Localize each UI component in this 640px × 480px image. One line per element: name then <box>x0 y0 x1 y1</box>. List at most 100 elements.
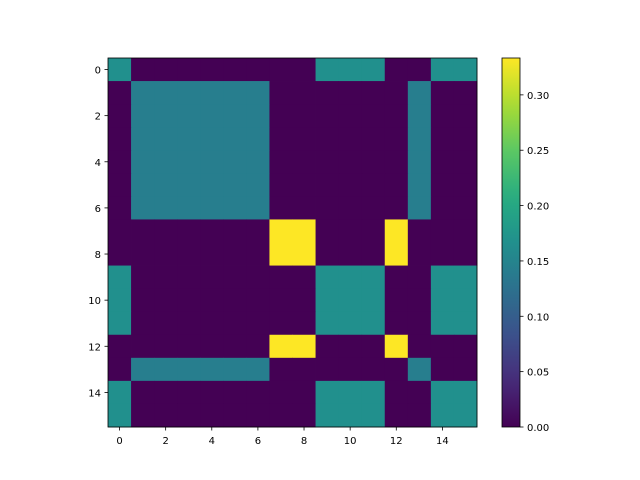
heatmap-cell <box>292 334 316 359</box>
heatmap-cell <box>269 288 293 313</box>
heatmap-cell <box>453 380 478 405</box>
heatmap-cell <box>200 403 224 428</box>
heatmap-cell <box>154 380 178 405</box>
heatmap-cell <box>361 288 386 313</box>
heatmap-cell <box>223 403 247 428</box>
heatmap-cell <box>384 334 409 359</box>
x-tick-label: 12 <box>390 436 403 447</box>
heatmap-cell <box>177 288 201 313</box>
heatmap-cell <box>453 81 478 105</box>
heatmap-cell <box>200 288 224 313</box>
heatmap-cell <box>384 196 409 220</box>
heatmap-cell <box>246 127 270 151</box>
heatmap-cell <box>453 219 478 243</box>
heatmap-cell <box>453 311 478 336</box>
colorbar-tick-label: 0.25 <box>527 146 549 157</box>
heatmap-cell <box>177 173 201 197</box>
heatmap-cell <box>453 104 478 128</box>
heatmap-cell <box>407 242 432 266</box>
heatmap-cell <box>246 219 270 243</box>
heatmap-cell <box>361 81 386 105</box>
heatmap-cell <box>246 288 270 313</box>
heatmap-cell <box>361 196 386 220</box>
heatmap-cell <box>246 104 270 128</box>
heatmap-cell <box>200 81 224 105</box>
heatmap-cell <box>131 334 155 359</box>
heatmap-cell <box>246 334 270 359</box>
colorbar-tick-label: 0.00 <box>527 423 549 434</box>
colorbar-frame <box>501 57 521 428</box>
heatmap-cell <box>338 104 363 128</box>
heatmap-cell <box>269 311 293 336</box>
heatmap-cell <box>154 311 178 336</box>
heatmap-cell <box>131 265 155 290</box>
heatmap-cell <box>292 403 316 428</box>
heatmap-cell <box>246 380 270 405</box>
heatmap-cell <box>269 380 293 405</box>
heatmap-cell <box>430 173 455 197</box>
heatmap-cell <box>430 196 455 220</box>
heatmap-cell <box>361 311 386 336</box>
heatmap-cell <box>338 288 363 313</box>
heatmap-cell <box>246 265 270 290</box>
heatmap-cell <box>154 288 178 313</box>
heatmap-cell <box>269 403 293 428</box>
heatmap-cell <box>131 219 155 243</box>
heatmap-cell <box>269 127 293 151</box>
heatmap-cell <box>200 196 224 220</box>
heatmap-cell <box>177 219 201 243</box>
heatmap-cell <box>384 173 409 197</box>
colorbar-tick-label: 0.15 <box>527 257 549 268</box>
heatmap-cell <box>384 242 409 266</box>
heatmap-cell <box>338 219 363 243</box>
heatmap-cell <box>269 357 293 382</box>
heatmap-cell <box>453 127 478 151</box>
heatmap-cell <box>338 380 363 405</box>
heatmap-cell <box>108 81 132 105</box>
heatmap-cell <box>108 288 132 313</box>
heatmap-cell <box>407 127 432 151</box>
y-tick-label: 8 <box>95 250 101 261</box>
heatmap-cell <box>246 81 270 105</box>
heatmap-cell <box>315 219 340 243</box>
heatmap-cell <box>453 334 478 359</box>
heatmap-cell <box>315 311 340 336</box>
heatmap-cell <box>384 357 409 382</box>
x-tick-label: 0 <box>116 436 122 447</box>
heatmap-cell <box>338 334 363 359</box>
heatmap-cell <box>200 380 224 405</box>
heatmap-cell <box>384 150 409 174</box>
colorbar-tick-label: 0.20 <box>527 202 549 213</box>
heatmap-cell <box>384 311 409 336</box>
heatmap-cell <box>384 127 409 151</box>
heatmap-cell <box>338 403 363 428</box>
y-axis: 0 2 4 6 8 10 12 14 <box>88 66 108 399</box>
x-tick-label: 6 <box>255 436 261 447</box>
heatmap-cell <box>108 334 132 359</box>
heatmap-cell <box>292 242 316 266</box>
y-tick-label: 14 <box>88 388 101 399</box>
heatmap-cell <box>430 58 455 82</box>
heatmap-cell <box>131 288 155 313</box>
heatmap-cell <box>108 357 132 382</box>
heatmap-cell <box>430 81 455 105</box>
heatmap-cell <box>430 357 455 382</box>
x-tick-label: 14 <box>436 436 449 447</box>
heatmap-cell <box>361 104 386 128</box>
heatmap-cell <box>223 380 247 405</box>
heatmap-cell <box>154 334 178 359</box>
colorbar-axis: 0.00 0.05 0.10 0.15 0.20 0.25 0.30 <box>520 91 549 434</box>
heatmap-cell <box>269 58 293 82</box>
heatmap-cell <box>292 58 316 82</box>
heatmap-cell <box>338 196 363 220</box>
heatmap-cell <box>315 127 340 151</box>
heatmap-cell <box>223 196 247 220</box>
heatmap-cell <box>453 173 478 197</box>
heatmap-cell <box>269 173 293 197</box>
y-tick-label: 10 <box>88 296 101 307</box>
heatmap-cell <box>177 81 201 105</box>
y-tick-label: 4 <box>95 158 101 169</box>
heatmap-cell <box>407 58 432 82</box>
heatmap-cell <box>269 150 293 174</box>
heatmap-cell <box>177 357 201 382</box>
